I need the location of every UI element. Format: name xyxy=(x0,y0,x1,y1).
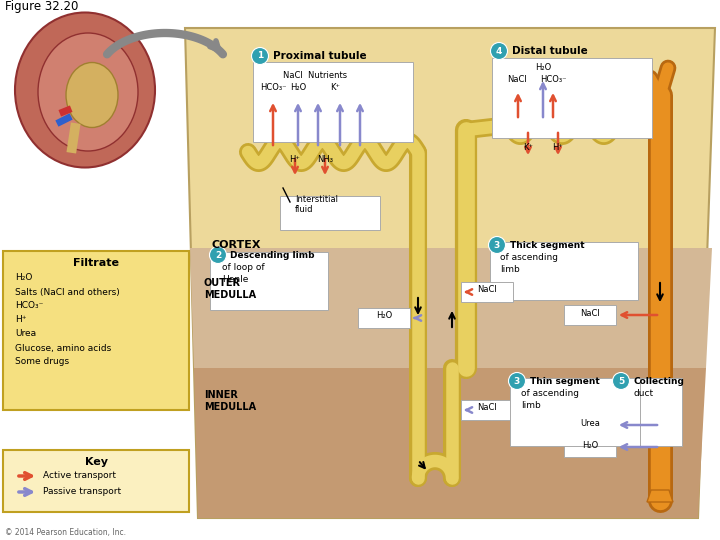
FancyBboxPatch shape xyxy=(490,242,638,300)
Text: Proximal tubule: Proximal tubule xyxy=(273,51,366,61)
Text: of ascending: of ascending xyxy=(521,388,579,397)
FancyBboxPatch shape xyxy=(564,305,616,325)
Circle shape xyxy=(490,43,508,59)
Text: Key: Key xyxy=(84,457,107,467)
Text: H₂O: H₂O xyxy=(15,273,32,282)
Text: HCO₃⁻: HCO₃⁻ xyxy=(540,76,566,84)
Ellipse shape xyxy=(66,63,118,127)
Text: Urea: Urea xyxy=(580,418,600,428)
Text: H⁺: H⁺ xyxy=(289,156,300,165)
Text: Active transport: Active transport xyxy=(43,471,116,481)
Polygon shape xyxy=(190,248,712,368)
FancyBboxPatch shape xyxy=(461,282,513,302)
Text: Thin segment: Thin segment xyxy=(530,376,600,386)
Text: Collecting: Collecting xyxy=(634,376,685,386)
Text: NH₃: NH₃ xyxy=(317,156,333,165)
Text: Urea: Urea xyxy=(15,329,36,339)
Text: INNER
MEDULLA: INNER MEDULLA xyxy=(204,390,256,411)
Text: NaCl: NaCl xyxy=(477,286,497,294)
Text: 3: 3 xyxy=(494,240,500,249)
FancyBboxPatch shape xyxy=(3,251,189,410)
Text: 1: 1 xyxy=(257,51,263,60)
Text: Descending limb: Descending limb xyxy=(230,251,315,260)
FancyBboxPatch shape xyxy=(253,62,413,142)
Text: H₂O: H₂O xyxy=(290,84,306,92)
FancyBboxPatch shape xyxy=(564,437,616,457)
Text: K⁺: K⁺ xyxy=(523,144,533,152)
Polygon shape xyxy=(185,28,715,518)
Text: H₂O: H₂O xyxy=(535,64,551,72)
Text: Figure 32.20: Figure 32.20 xyxy=(5,0,78,13)
Polygon shape xyxy=(647,490,673,502)
FancyBboxPatch shape xyxy=(510,378,640,446)
Text: 2: 2 xyxy=(215,251,221,260)
Text: NaCl: NaCl xyxy=(507,76,527,84)
Text: CORTEX: CORTEX xyxy=(212,240,261,250)
Text: NaCl: NaCl xyxy=(580,308,600,318)
Text: H⁺: H⁺ xyxy=(552,144,564,152)
Text: HCO₃⁻: HCO₃⁻ xyxy=(260,84,287,92)
Text: NaCl: NaCl xyxy=(477,403,497,413)
Text: limb: limb xyxy=(521,401,541,409)
Circle shape xyxy=(488,237,505,253)
FancyBboxPatch shape xyxy=(614,378,682,446)
Text: of loop of: of loop of xyxy=(222,262,265,272)
FancyBboxPatch shape xyxy=(461,400,513,420)
Circle shape xyxy=(210,246,227,264)
Text: 5: 5 xyxy=(618,376,624,386)
Text: limb: limb xyxy=(500,265,520,273)
Text: duct: duct xyxy=(634,388,654,397)
Text: of ascending: of ascending xyxy=(500,253,558,261)
FancyBboxPatch shape xyxy=(492,58,652,138)
Text: 3: 3 xyxy=(514,376,520,386)
Text: H₂O: H₂O xyxy=(582,441,598,449)
Text: HCO₃⁻: HCO₃⁻ xyxy=(15,301,43,310)
Text: © 2014 Pearson Education, Inc.: © 2014 Pearson Education, Inc. xyxy=(5,529,126,537)
Text: Interstitial: Interstitial xyxy=(295,195,338,205)
Text: Some drugs: Some drugs xyxy=(15,357,69,367)
FancyBboxPatch shape xyxy=(564,415,616,435)
Circle shape xyxy=(613,373,629,389)
Circle shape xyxy=(508,373,526,389)
Text: Glucose, amino acids: Glucose, amino acids xyxy=(15,343,112,353)
Polygon shape xyxy=(194,368,706,518)
Text: Distal tubule: Distal tubule xyxy=(512,46,588,56)
FancyBboxPatch shape xyxy=(210,252,328,310)
Text: OUTER
MEDULLA: OUTER MEDULLA xyxy=(204,278,256,300)
Text: H₂O: H₂O xyxy=(376,312,392,321)
Text: K⁺: K⁺ xyxy=(330,84,340,92)
Text: Henle: Henle xyxy=(222,274,248,284)
Ellipse shape xyxy=(38,33,138,151)
Text: Salts (NaCl and others): Salts (NaCl and others) xyxy=(15,287,120,296)
FancyBboxPatch shape xyxy=(358,308,410,328)
Circle shape xyxy=(251,48,269,64)
FancyBboxPatch shape xyxy=(280,196,380,230)
Text: 4: 4 xyxy=(496,46,502,56)
Text: fluid: fluid xyxy=(295,206,313,214)
Text: Filtrate: Filtrate xyxy=(73,258,119,268)
Text: Thick segment: Thick segment xyxy=(510,240,585,249)
Text: NaCl  Nutrients: NaCl Nutrients xyxy=(283,71,347,79)
Text: Passive transport: Passive transport xyxy=(43,488,121,496)
FancyBboxPatch shape xyxy=(3,450,189,512)
Text: H⁺: H⁺ xyxy=(15,315,27,325)
Ellipse shape xyxy=(15,12,155,167)
